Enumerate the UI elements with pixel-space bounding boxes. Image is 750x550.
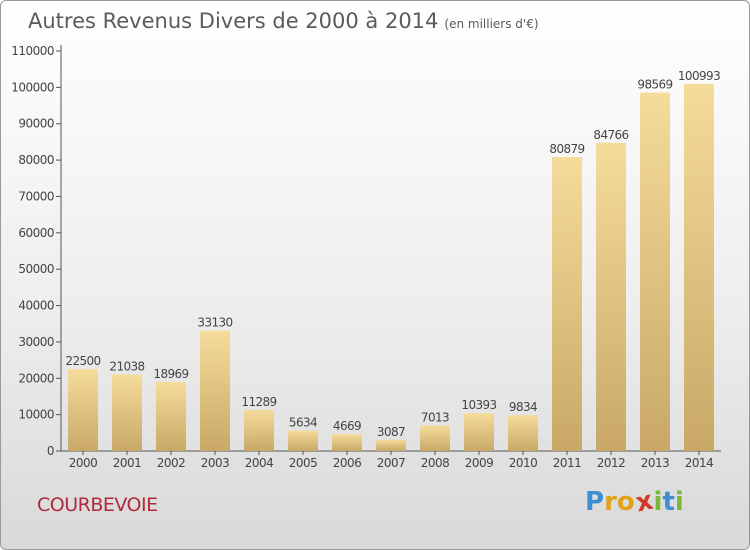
bar [156,382,186,451]
city-label: COURBEVOIE [37,494,158,516]
bar [508,415,538,451]
y-tick-label: 40000 [18,299,54,313]
data-label: 7013 [421,410,449,424]
y-tick-label: 20000 [18,371,54,385]
bar [68,369,98,451]
y-tick-label: 0 [47,444,54,458]
bar [684,83,714,452]
data-label: 4669 [333,419,361,433]
bar [112,374,142,451]
x-tick-label: 2012 [597,456,626,470]
x-tick-label: 2014 [685,456,714,470]
bar [464,413,494,451]
y-tick-label: 110000 [11,44,54,58]
x-tick-label: 2010 [509,456,538,470]
data-label: 3087 [377,425,405,439]
x-tick-label: 2004 [245,456,274,470]
logo-letter: P [585,487,605,517]
y-tick-label: 30000 [18,335,54,349]
logo-letter: r [604,487,617,517]
x-tick-label: 2008 [421,456,450,470]
x-tick-label: 2000 [69,456,98,470]
bar [640,92,670,452]
data-label: 80879 [549,142,584,156]
logo-letter: o [616,487,635,517]
bar [376,439,406,451]
data-label: 84766 [593,128,628,142]
data-label: 9834 [509,400,537,414]
bar [596,142,626,451]
y-tick-label: 50000 [18,262,54,276]
data-label: 22500 [65,354,100,368]
x-tick-label: 2006 [333,456,362,470]
bar [288,430,318,451]
y-tick-label: 70000 [18,189,54,203]
logo-letter: i [653,487,663,517]
data-label: 21038 [109,359,144,373]
x-tick-label: 2009 [465,456,494,470]
data-label: 18969 [153,367,188,381]
x-tick-label: 2001 [113,456,142,470]
bar [420,425,450,451]
x-tick-label: 2003 [201,456,230,470]
x-tick-label: 2011 [553,456,582,470]
bar [244,409,274,451]
x-tick-label: 2013 [641,456,670,470]
logo-letter: x [632,485,656,519]
y-tick-label: 80000 [18,153,54,167]
y-tick-label: 10000 [18,408,54,422]
data-label: 10393 [461,398,496,412]
x-tick-label: 2005 [289,456,318,470]
logo-letter: t [662,487,675,517]
data-label: 5634 [289,416,317,430]
bar [552,156,582,452]
proxiti-logo: Proxiti [585,485,684,519]
x-tick-label: 2002 [157,456,186,470]
data-label: 33130 [197,316,232,330]
logo-letter: i [674,487,684,517]
x-tick-label: 2007 [377,456,406,470]
data-label: 11289 [241,395,276,409]
data-label: 100993 [678,69,720,83]
bar [200,330,230,451]
chart-title: Autres Revenus Divers de 2000 à 2014 (en … [28,9,539,33]
y-tick-label: 60000 [18,226,54,240]
y-tick-label: 90000 [18,117,54,131]
chart-title-text: Autres Revenus Divers de 2000 à 2014 [28,9,439,33]
bar [332,434,362,451]
chart-title-unit: (en milliers d'€) [444,17,539,31]
data-label: 98569 [637,78,672,92]
y-tick-label: 100000 [11,80,54,94]
